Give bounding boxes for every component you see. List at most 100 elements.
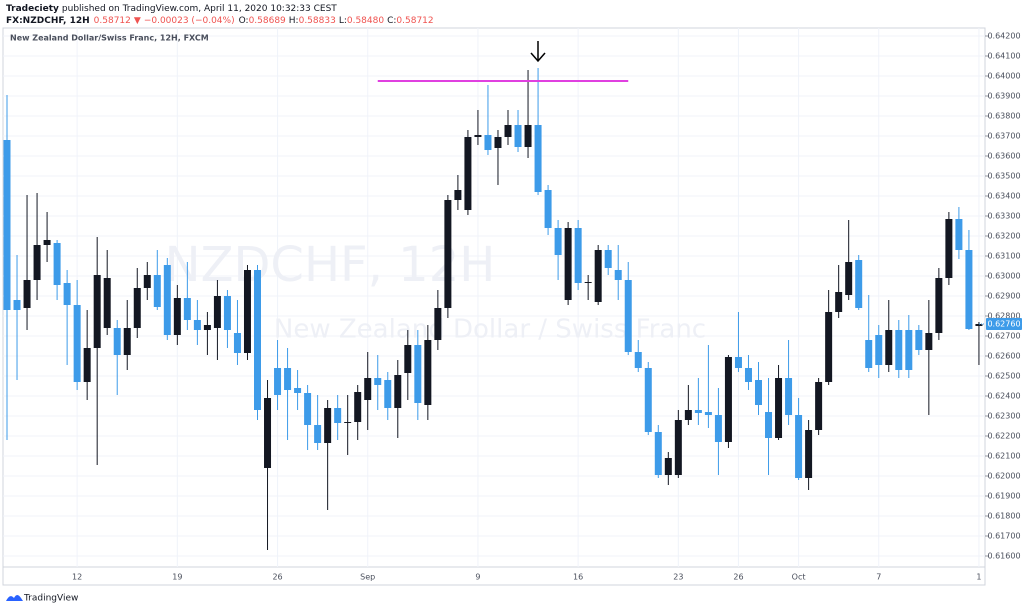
x-tick-label: Oct xyxy=(792,573,806,582)
candle-body xyxy=(504,125,512,137)
y-tick-label: 0.63900 xyxy=(987,92,1020,101)
candle-body xyxy=(674,420,682,475)
candle-body xyxy=(494,137,502,148)
candle-body xyxy=(895,330,903,370)
y-tick-label: 0.61800 xyxy=(987,512,1020,521)
header-line-1: Tradeciety published on TradingView.com, … xyxy=(6,4,337,14)
y-tick-label: 0.62700 xyxy=(987,332,1020,341)
candle-body xyxy=(855,260,863,308)
y-tick-label: 0.62200 xyxy=(987,432,1020,441)
candle-body xyxy=(875,335,883,365)
candle-body xyxy=(274,368,282,395)
candle-body xyxy=(694,410,702,413)
candle-body xyxy=(364,378,372,400)
candle-body xyxy=(3,140,11,310)
y-tick-label: 0.63200 xyxy=(987,232,1020,241)
candle-body xyxy=(63,283,71,305)
candle-body xyxy=(384,380,392,408)
x-tick-label: 16 xyxy=(573,573,583,582)
candle-body xyxy=(23,280,31,308)
watermark-sub: New Zealand Dollar / Swiss Franc xyxy=(274,315,706,345)
candle-body xyxy=(755,380,762,405)
candle-body xyxy=(434,308,442,340)
o: 0.58689 xyxy=(249,16,286,26)
candle-body xyxy=(534,125,542,192)
candle-body xyxy=(664,458,672,475)
published: published on TradingView.com, April 11, … xyxy=(62,4,337,14)
candle-body xyxy=(945,219,953,278)
x-tick-label: 1 xyxy=(976,573,981,582)
h: 0.58833 xyxy=(299,16,336,26)
y-tick-label: 0.64200 xyxy=(987,32,1020,41)
candle-body xyxy=(33,245,41,280)
candle-body xyxy=(845,262,853,295)
footer: TradingView xyxy=(6,594,78,604)
candle-body xyxy=(454,190,462,200)
candle-body xyxy=(554,228,562,255)
last-price-label: 0.62760 xyxy=(987,320,1020,329)
candle-body xyxy=(474,135,482,137)
candle-body xyxy=(795,415,803,478)
candle-body xyxy=(835,292,843,312)
candle-body xyxy=(614,270,622,280)
candle-body xyxy=(193,320,201,330)
candle-body xyxy=(163,265,171,335)
last: 0.58712 xyxy=(94,16,131,26)
x-tick-label: Sep xyxy=(360,573,375,582)
watermark: NZDCHF, 12H xyxy=(165,237,496,293)
y-tick-label: 0.63000 xyxy=(987,272,1020,281)
candle-body xyxy=(414,345,422,403)
candle-body xyxy=(604,250,612,268)
candle-body xyxy=(344,422,352,423)
candle-body xyxy=(183,298,191,320)
candle-body xyxy=(243,270,251,353)
candle-body xyxy=(785,378,793,415)
candle-body xyxy=(464,137,472,210)
candle-body xyxy=(203,325,211,330)
candle-body xyxy=(223,296,231,330)
candle-body xyxy=(524,125,532,147)
candle-body xyxy=(654,432,662,475)
candle-body xyxy=(734,357,742,368)
candle-body xyxy=(233,333,241,353)
candle-body xyxy=(905,330,913,370)
y-tick-label: 0.63600 xyxy=(987,152,1020,161)
x-tick-label: 26 xyxy=(272,573,282,582)
candle-body xyxy=(965,250,973,329)
y-tick-label: 0.62000 xyxy=(987,472,1020,481)
candle-body xyxy=(83,348,91,382)
candle-body xyxy=(544,190,552,228)
x-tick-label: 7 xyxy=(876,573,881,582)
candle-body xyxy=(264,398,272,468)
candle-body xyxy=(53,243,61,285)
last-price-box xyxy=(986,318,1022,330)
y-tick-label: 0.63400 xyxy=(987,192,1020,201)
y-tick-label: 0.61900 xyxy=(987,492,1020,501)
candle-body xyxy=(103,278,111,328)
y-tick-label: 0.61700 xyxy=(987,532,1020,541)
y-tick-label: 0.63800 xyxy=(987,112,1020,121)
candle-body xyxy=(13,300,21,310)
c-label: C: xyxy=(387,16,396,26)
y-tick-label: 0.64100 xyxy=(987,52,1020,61)
change: −0.00023 (−0.04%) xyxy=(144,16,235,26)
candle-body xyxy=(304,393,312,425)
candle-body xyxy=(284,368,292,390)
candle-body xyxy=(354,392,362,422)
candle-body xyxy=(724,357,732,442)
x-tick-label: 23 xyxy=(673,573,683,582)
y-tick-label: 0.63500 xyxy=(987,172,1020,181)
candle-body xyxy=(394,375,402,408)
candle-body xyxy=(594,250,602,302)
candle-body xyxy=(314,425,322,443)
candle-body xyxy=(865,340,873,368)
candle-body xyxy=(885,330,893,365)
candle-body xyxy=(444,200,452,308)
y-tick-label: 0.61600 xyxy=(987,552,1020,561)
y-tick-label: 0.64000 xyxy=(987,72,1020,81)
y-tick-label: 0.62100 xyxy=(987,452,1020,461)
candle-body xyxy=(294,388,302,393)
y-tick-label: 0.63100 xyxy=(987,252,1020,261)
candle-body xyxy=(113,328,121,355)
